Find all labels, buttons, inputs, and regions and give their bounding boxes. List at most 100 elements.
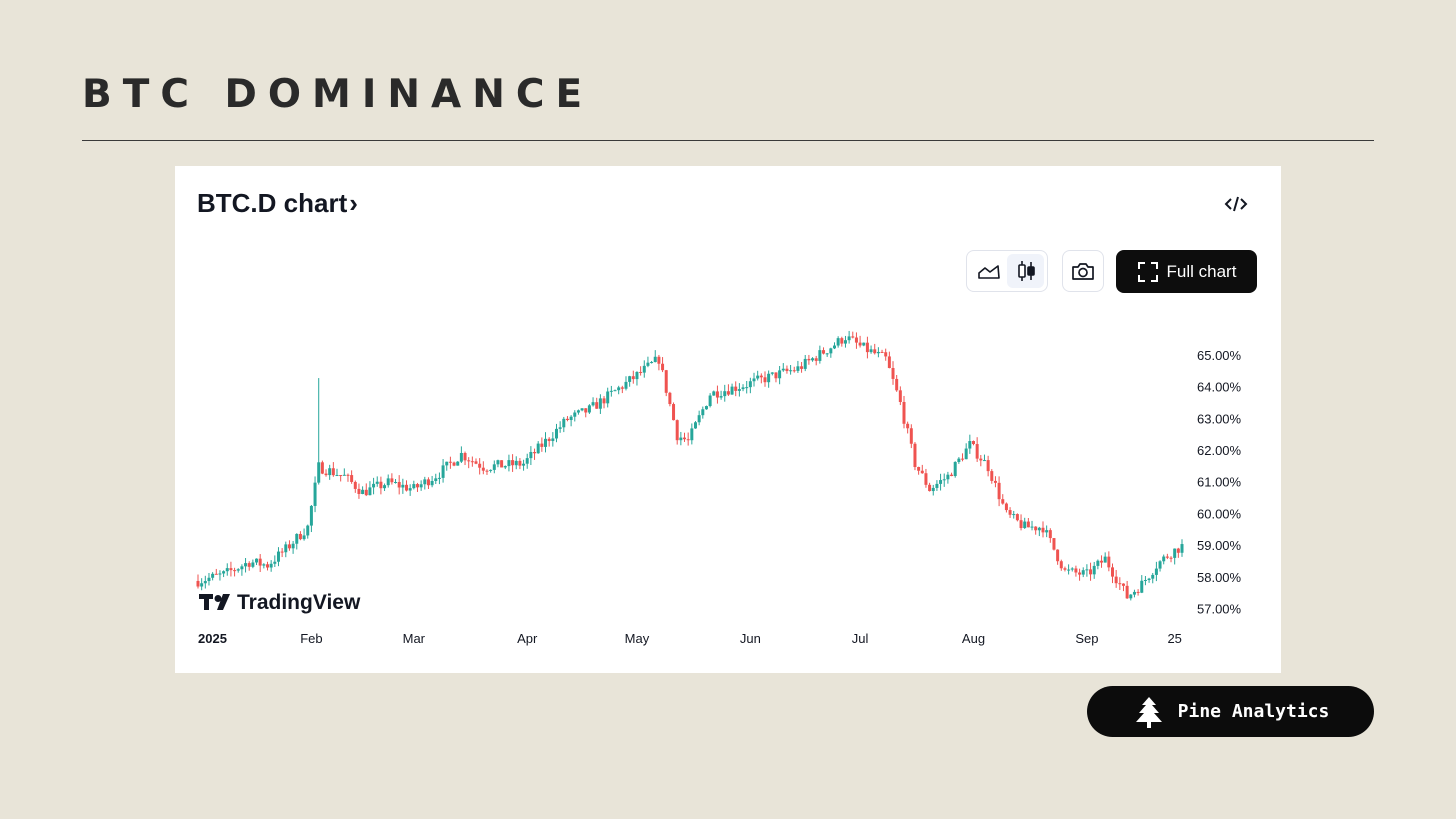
candle-body bbox=[986, 460, 990, 472]
candle-body bbox=[536, 443, 540, 454]
candle-body bbox=[693, 422, 697, 429]
candle-body bbox=[642, 365, 646, 373]
candle-body bbox=[756, 375, 760, 379]
candle-body bbox=[792, 370, 796, 372]
candle-body bbox=[544, 438, 548, 447]
candle-body bbox=[723, 391, 727, 397]
candle-body bbox=[500, 460, 504, 468]
candle-body bbox=[887, 356, 891, 369]
expand-frame-icon bbox=[1137, 261, 1158, 282]
candle-body bbox=[961, 458, 965, 460]
candle-body bbox=[295, 533, 299, 544]
candle-body bbox=[489, 469, 493, 471]
candle-body bbox=[854, 337, 858, 343]
candle-body bbox=[233, 570, 237, 572]
candle-body bbox=[514, 460, 518, 466]
candle-body bbox=[426, 479, 430, 486]
candle-body bbox=[287, 544, 291, 549]
tradingview-logo[interactable]: TradingView bbox=[199, 591, 361, 614]
chart-plot[interactable]: 65.00% 64.00% 63.00% 62.00% 61.00% 60.00% 59.0… bbox=[175, 166, 1281, 673]
embed-code-button[interactable] bbox=[1220, 191, 1252, 217]
candle-body bbox=[920, 470, 924, 474]
candle-body bbox=[309, 505, 313, 526]
candle-body bbox=[1103, 556, 1107, 563]
candle-body bbox=[840, 338, 844, 344]
candle-body bbox=[628, 376, 632, 382]
candle-body bbox=[595, 402, 599, 409]
candle-body bbox=[832, 345, 836, 349]
candle-body bbox=[313, 482, 317, 506]
candle-body bbox=[302, 535, 306, 540]
candle-body bbox=[350, 475, 354, 482]
x-tick-label: Apr bbox=[517, 631, 538, 646]
candle-body bbox=[485, 470, 489, 472]
y-axis-labels: 65.00% 64.00% 63.00% 62.00% 61.00% 60.00% 59.0… bbox=[1197, 348, 1242, 617]
candle-body bbox=[1048, 530, 1052, 539]
candle-body bbox=[328, 468, 332, 476]
title-divider bbox=[82, 140, 1374, 141]
candle-body bbox=[423, 479, 427, 485]
candle-body bbox=[1059, 561, 1063, 569]
candle-body bbox=[939, 480, 943, 484]
candle-body bbox=[726, 391, 730, 395]
candle-body bbox=[474, 461, 478, 464]
candle-body bbox=[708, 395, 712, 407]
candle-body bbox=[909, 428, 913, 444]
candle-body bbox=[247, 563, 251, 567]
area-chart-button[interactable] bbox=[970, 254, 1007, 288]
candle-body bbox=[379, 481, 383, 489]
candlestick-series bbox=[196, 330, 1184, 601]
candle-body bbox=[635, 371, 639, 380]
candle-body bbox=[993, 480, 997, 483]
candle-body bbox=[298, 533, 302, 540]
candle-body bbox=[1045, 530, 1049, 533]
candle-body bbox=[950, 474, 954, 477]
candlestick-chart-button[interactable] bbox=[1007, 254, 1044, 288]
candle-body bbox=[1173, 548, 1177, 558]
candle-body bbox=[686, 439, 690, 441]
candle-body bbox=[456, 461, 460, 466]
candle-body bbox=[284, 544, 288, 553]
y-tick-label: 63.00% bbox=[1197, 411, 1242, 426]
candle-body bbox=[346, 474, 350, 476]
candle-body bbox=[843, 340, 847, 344]
snapshot-button[interactable] bbox=[1062, 250, 1104, 292]
candle-body bbox=[511, 460, 515, 466]
candle-body bbox=[862, 342, 866, 346]
candle-body bbox=[800, 366, 804, 369]
candle-body bbox=[990, 471, 994, 481]
candle-body bbox=[558, 427, 562, 429]
x-tick-label: May bbox=[625, 631, 650, 646]
candle-body bbox=[1121, 583, 1125, 586]
candle-body bbox=[200, 583, 204, 587]
candle-body bbox=[587, 405, 591, 413]
candle-body bbox=[229, 568, 233, 571]
candle-body bbox=[730, 386, 734, 395]
candle-body bbox=[759, 375, 763, 378]
chart-title-link[interactable]: BTC.D chart› bbox=[197, 188, 358, 219]
candle-body bbox=[1074, 568, 1078, 573]
candle-body bbox=[1026, 521, 1030, 528]
chart-title: BTC.D chart bbox=[197, 188, 348, 218]
candlestick-icon bbox=[1017, 261, 1035, 281]
candle-body bbox=[1085, 569, 1089, 571]
candle-body bbox=[829, 348, 833, 354]
candle-body bbox=[533, 451, 537, 454]
y-tick-label: 60.00% bbox=[1197, 506, 1242, 521]
candle-body bbox=[1056, 549, 1060, 562]
candle-body bbox=[1158, 561, 1162, 569]
candle-body bbox=[598, 398, 602, 409]
candle-body bbox=[529, 451, 533, 459]
candle-body bbox=[1140, 580, 1144, 593]
full-chart-button[interactable]: Full chart bbox=[1116, 250, 1257, 293]
candle-body bbox=[251, 562, 255, 567]
candle-body bbox=[818, 350, 822, 361]
candle-body bbox=[441, 465, 445, 478]
candle-body bbox=[269, 563, 273, 568]
candle-body bbox=[851, 336, 855, 338]
candle-body bbox=[748, 381, 752, 388]
candle-body bbox=[412, 484, 416, 489]
candle-body bbox=[1078, 572, 1082, 575]
candle-body bbox=[774, 372, 778, 379]
candle-body bbox=[1030, 526, 1034, 528]
